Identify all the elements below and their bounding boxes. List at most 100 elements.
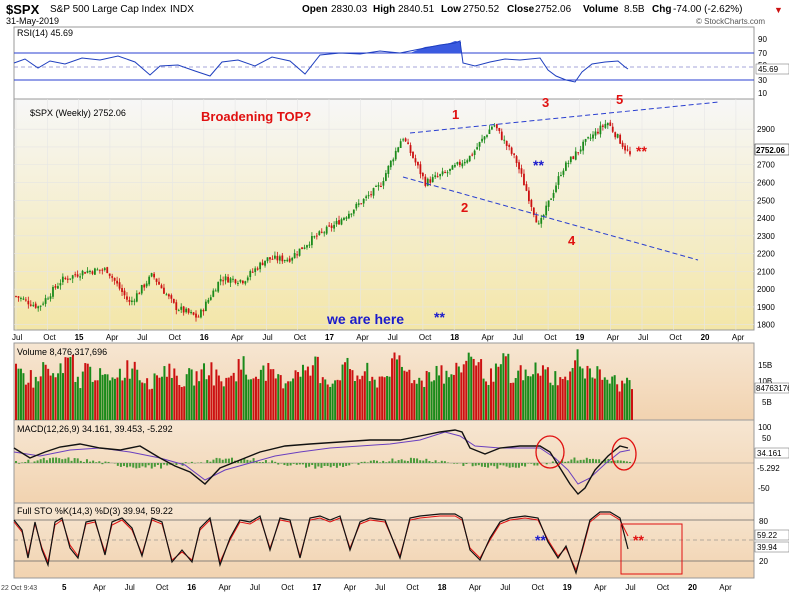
volume-bar bbox=[151, 388, 154, 420]
candle-body bbox=[237, 282, 239, 284]
candle-body bbox=[42, 303, 45, 305]
candle-body bbox=[384, 173, 387, 181]
candle-body bbox=[372, 188, 375, 196]
candle-body bbox=[461, 163, 464, 167]
volume-bar bbox=[257, 378, 260, 420]
candle-body bbox=[488, 129, 491, 135]
candle-body bbox=[177, 310, 180, 312]
macd-histogram-bar bbox=[258, 462, 261, 463]
macd-histogram-bar bbox=[246, 459, 249, 463]
candle-body bbox=[508, 145, 511, 147]
close-value: 2752.06 bbox=[535, 4, 572, 15]
price-x-tick: Oct bbox=[294, 333, 307, 342]
volume-bar bbox=[341, 364, 344, 420]
macd-histogram-bar bbox=[289, 463, 292, 466]
candle-body bbox=[133, 300, 136, 302]
macd-signal-line bbox=[13, 431, 631, 485]
price-x-tick: Apr bbox=[106, 333, 119, 342]
candle-body bbox=[520, 168, 523, 174]
candle-body bbox=[478, 142, 481, 147]
candle-body bbox=[217, 281, 220, 292]
volume-bar bbox=[247, 379, 250, 420]
candle-body bbox=[214, 290, 217, 292]
volume-bar bbox=[410, 383, 413, 420]
volume-bar bbox=[353, 381, 356, 420]
macd-histogram-bar bbox=[357, 463, 360, 465]
close-label: Close bbox=[507, 4, 535, 15]
candle-body bbox=[446, 172, 449, 174]
macd-histogram-bar bbox=[474, 463, 477, 466]
volume-bar bbox=[351, 370, 354, 420]
high-label: High bbox=[373, 4, 396, 15]
candle-body bbox=[434, 175, 437, 178]
candle-body bbox=[274, 255, 276, 259]
candle-body bbox=[619, 134, 622, 144]
price-y-tick: 2900 bbox=[757, 125, 775, 134]
macd-histogram-bar bbox=[190, 461, 193, 463]
volume-bar bbox=[74, 381, 77, 420]
volume-bar bbox=[376, 387, 379, 420]
volume-bar bbox=[203, 363, 206, 420]
bottom-x-tick: Jul bbox=[375, 583, 385, 592]
macd-histogram-bar bbox=[496, 463, 499, 469]
volume-bar bbox=[588, 368, 591, 420]
candle-body bbox=[121, 288, 123, 292]
macd-histogram-bar bbox=[564, 461, 567, 463]
candle-body bbox=[444, 172, 446, 174]
candle-body bbox=[624, 145, 626, 151]
macd-histogram-bar bbox=[73, 458, 76, 463]
candle-body bbox=[473, 150, 476, 155]
volume-bar bbox=[569, 371, 572, 420]
rsi-tick-70: 70 bbox=[758, 49, 767, 58]
candle-body bbox=[246, 277, 249, 281]
candle-body bbox=[160, 285, 163, 289]
volume-bar bbox=[504, 356, 507, 420]
volume-bar bbox=[527, 376, 530, 420]
candle-body bbox=[523, 173, 525, 186]
candle-body bbox=[572, 156, 575, 160]
candle-body bbox=[195, 313, 197, 318]
candle-body bbox=[66, 278, 69, 280]
candle-body bbox=[155, 278, 158, 282]
sto-k-line bbox=[13, 511, 629, 575]
candle-body bbox=[32, 304, 35, 306]
volume-bar bbox=[225, 377, 228, 420]
macd-histogram-bar bbox=[224, 458, 227, 463]
volume-bar bbox=[207, 375, 210, 420]
macd-histogram-bar bbox=[70, 460, 73, 463]
volume-bar bbox=[136, 369, 139, 420]
candle-body bbox=[380, 185, 382, 187]
candle-body bbox=[306, 245, 308, 248]
annotation-box bbox=[620, 523, 683, 575]
candle-body bbox=[17, 296, 20, 298]
macd-histogram-bar bbox=[277, 463, 280, 465]
volume-bar bbox=[581, 368, 584, 420]
candle-body bbox=[495, 124, 498, 129]
candle-body bbox=[486, 135, 488, 137]
macd-histogram-bar bbox=[348, 463, 351, 466]
volume-bar bbox=[564, 376, 567, 420]
volume-bar bbox=[66, 357, 69, 420]
candle-body bbox=[232, 278, 234, 280]
volume-bar bbox=[111, 377, 114, 420]
macd-histogram-bar bbox=[483, 463, 486, 468]
candle-body bbox=[138, 293, 141, 295]
candle-body bbox=[269, 257, 271, 260]
volume-bar bbox=[400, 366, 403, 420]
macd-hist-value-label: -5.292 bbox=[757, 464, 780, 473]
volume-bar bbox=[344, 362, 347, 420]
macd-histogram-bar bbox=[613, 460, 616, 463]
volume-bar bbox=[334, 380, 337, 420]
macd-histogram-bar bbox=[135, 463, 138, 469]
volume-bar bbox=[440, 365, 443, 420]
candle-body bbox=[222, 280, 225, 282]
macd-circle-2019 bbox=[611, 437, 637, 471]
volume-bar bbox=[227, 377, 230, 420]
volume-bar bbox=[118, 368, 121, 420]
candle-body bbox=[592, 134, 594, 139]
volume-bar bbox=[475, 365, 478, 420]
volume-bar bbox=[541, 365, 544, 420]
volume-bar bbox=[269, 369, 272, 420]
volume-bar bbox=[279, 375, 282, 420]
candle-body bbox=[89, 270, 91, 273]
